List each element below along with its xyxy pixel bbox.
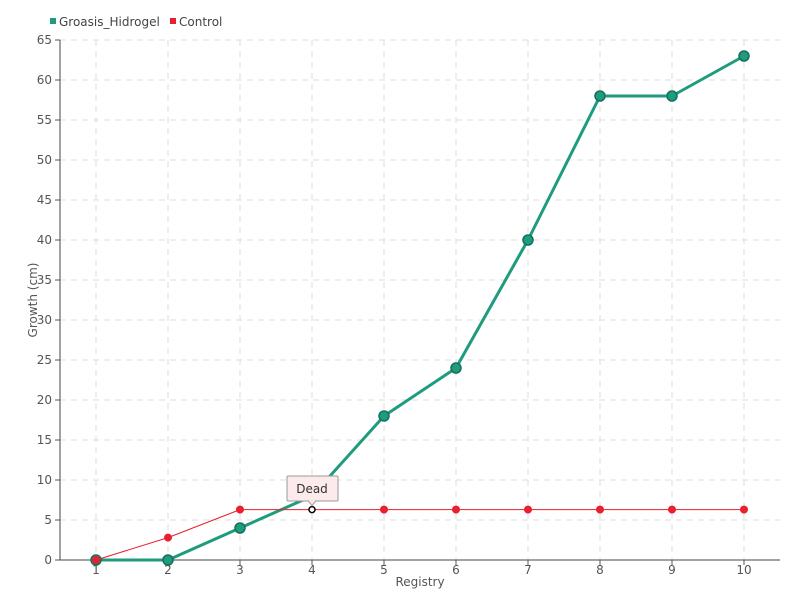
series-control bbox=[92, 505, 748, 564]
y-axis-ticks: 0 5 10 15 20 25 30 35 40 45 50 55 60 65 bbox=[37, 33, 60, 567]
x-tick-label: 6 bbox=[452, 563, 460, 577]
y-tick-label: 55 bbox=[37, 113, 52, 127]
legend: Groasis_Hidrogel Control bbox=[50, 15, 222, 29]
x-axis-ticks: 1 2 3 4 5 6 7 8 9 10 bbox=[92, 560, 752, 577]
data-point-control[interactable] bbox=[92, 556, 100, 564]
data-point-control[interactable] bbox=[164, 533, 172, 542]
data-point-groasis-hidrogel[interactable] bbox=[378, 410, 390, 422]
axes bbox=[59, 40, 780, 561]
y-tick-label: 25 bbox=[37, 353, 52, 367]
data-point-groasis-hidrogel[interactable] bbox=[450, 362, 462, 374]
y-tick-label: 65 bbox=[37, 33, 52, 47]
annotation-tooltip: Dead bbox=[286, 475, 339, 507]
y-tick-label: 35 bbox=[37, 273, 52, 287]
x-tick-label: 3 bbox=[236, 563, 244, 577]
y-tick-label: 0 bbox=[44, 553, 52, 567]
y-tick-label: 60 bbox=[37, 73, 52, 87]
data-point-groasis-hidrogel[interactable] bbox=[666, 90, 678, 102]
x-tick-label: 4 bbox=[308, 563, 316, 577]
x-tick-label: 8 bbox=[596, 563, 604, 577]
series-line-groasis-hidrogel bbox=[96, 54, 745, 562]
x-tick-label: 7 bbox=[524, 563, 532, 577]
x-tick-label: 9 bbox=[668, 563, 676, 577]
y-tick-label: 50 bbox=[37, 153, 52, 167]
y-tick-label: 45 bbox=[37, 193, 52, 207]
data-point-groasis-hidrogel[interactable] bbox=[234, 522, 246, 534]
data-point-control[interactable] bbox=[524, 505, 532, 514]
data-point-control[interactable] bbox=[668, 505, 676, 514]
data-point-control[interactable] bbox=[740, 505, 748, 514]
legend-label-groasis-hidrogel[interactable]: Groasis_Hidrogel bbox=[59, 15, 160, 29]
data-point-groasis-hidrogel[interactable] bbox=[738, 50, 750, 62]
grid bbox=[60, 39, 780, 560]
data-point-groasis-hidrogel[interactable] bbox=[162, 554, 174, 566]
tooltip-pointer bbox=[307, 500, 317, 507]
y-tick-label: 5 bbox=[44, 513, 52, 527]
y-tick-label: 40 bbox=[37, 233, 52, 247]
x-axis-title: Registry bbox=[395, 575, 444, 589]
data-point-control[interactable] bbox=[236, 505, 244, 514]
data-point-control[interactable] bbox=[308, 505, 316, 514]
data-point-groasis-hidrogel[interactable] bbox=[594, 90, 606, 102]
legend-swatch-control[interactable] bbox=[170, 18, 176, 24]
data-point-groasis-hidrogel[interactable] bbox=[522, 234, 534, 246]
y-tick-label: 15 bbox=[37, 433, 52, 447]
series-groasis-hidrogel bbox=[90, 50, 750, 566]
y-tick-label: 20 bbox=[37, 393, 52, 407]
y-axis-title: Growth (cm) bbox=[26, 263, 40, 338]
tooltip-label: Dead bbox=[296, 482, 328, 496]
y-tick-label: 10 bbox=[37, 473, 52, 487]
data-point-control[interactable] bbox=[596, 505, 604, 514]
x-tick-label: 10 bbox=[736, 563, 751, 577]
x-tick-label: 1 bbox=[92, 563, 100, 577]
series-layer bbox=[90, 50, 750, 566]
y-tick-label: 30 bbox=[37, 313, 52, 327]
x-tick-label: 5 bbox=[380, 563, 388, 577]
legend-swatch-groasis-hidrogel[interactable] bbox=[50, 18, 56, 24]
legend-label-control[interactable]: Control bbox=[179, 15, 222, 29]
series-line-control bbox=[95, 509, 744, 561]
x-tick-label: 2 bbox=[164, 563, 172, 577]
data-point-control[interactable] bbox=[380, 505, 388, 514]
data-point-control[interactable] bbox=[452, 505, 460, 514]
